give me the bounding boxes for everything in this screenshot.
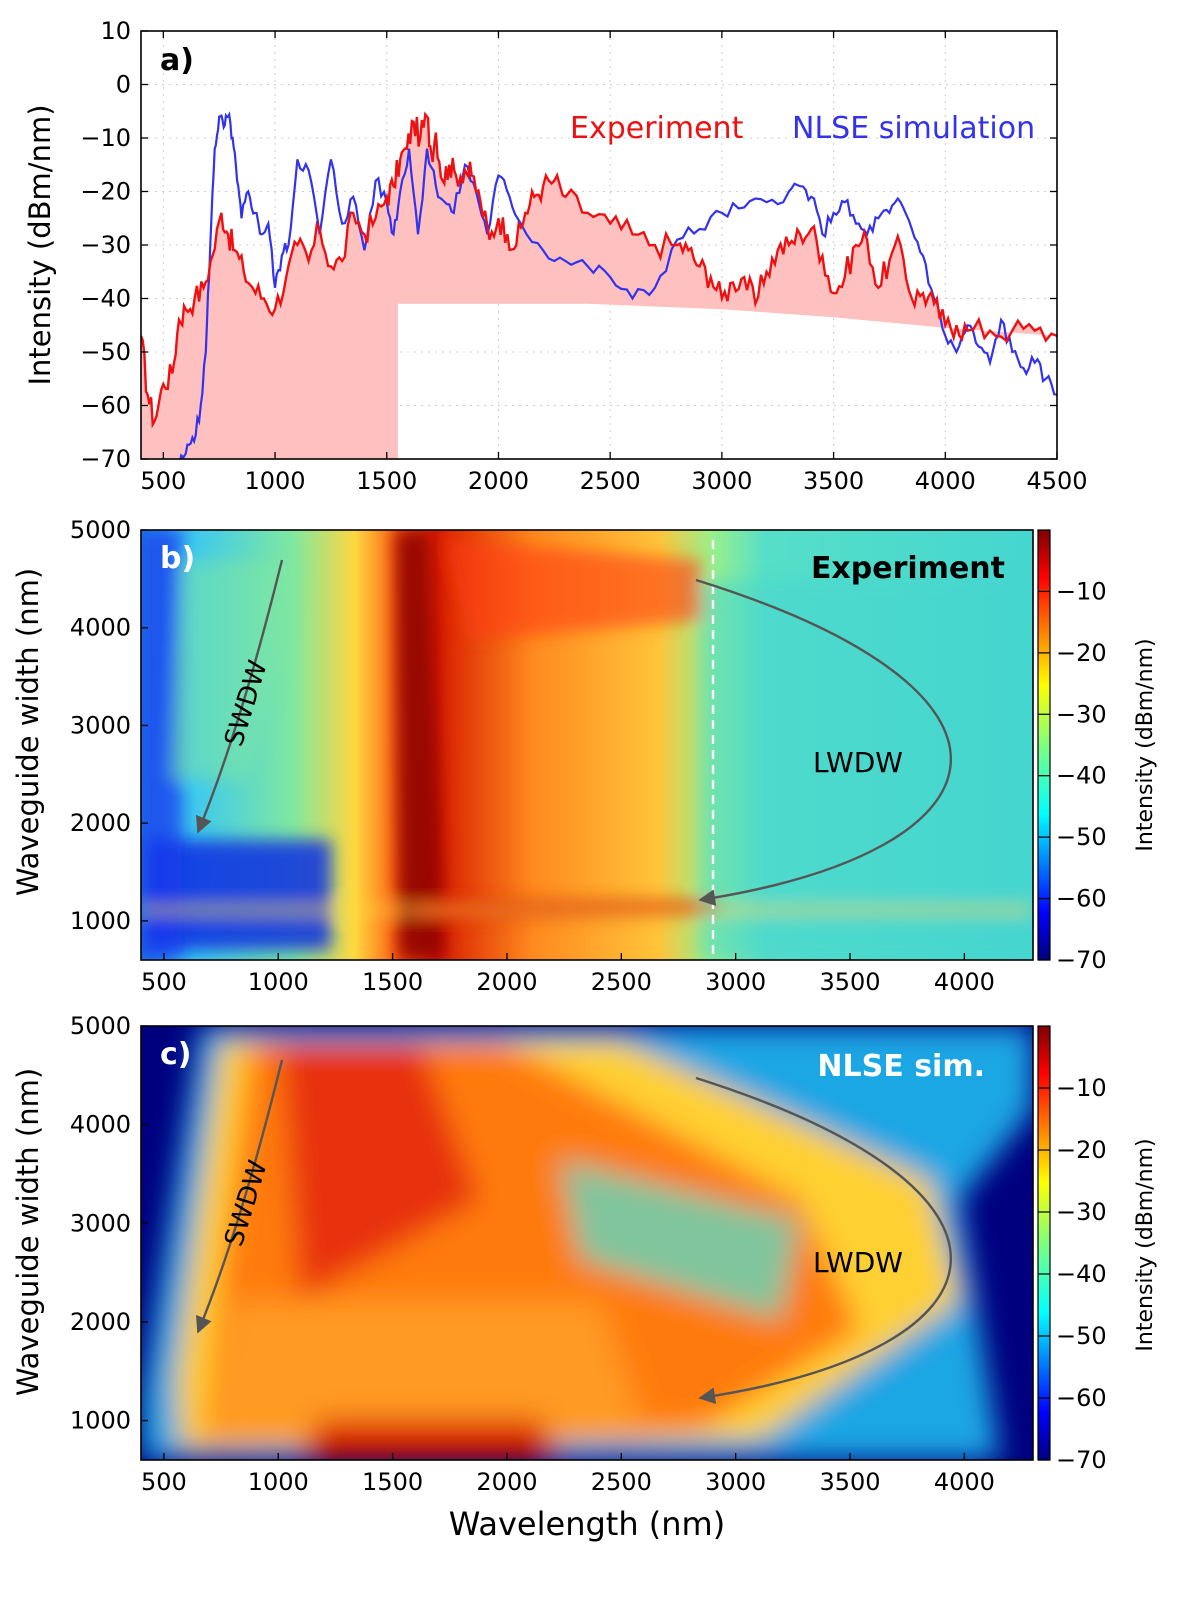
tick-label-x-3500: 3500 — [819, 968, 880, 996]
tick-label-y-2000: 2000 — [70, 809, 131, 837]
tick-label-y-4: −30 — [80, 231, 131, 259]
colorbar-c-ticks: −10 −20 −30 −40 −50 −60 −70 — [1038, 1074, 1107, 1474]
tick-label-x-3000: 3000 — [705, 968, 766, 996]
panel-a-line-chart: 500 1000 1500 2000 2500 3000 3500 4000 4500 10 0 −1… — [23, 17, 1088, 495]
colorbar-tick-label-6: −70 — [1056, 1446, 1107, 1474]
colorbar-tick-label-1: −20 — [1056, 1136, 1107, 1164]
colorbar-tick-label-4: −50 — [1056, 1322, 1107, 1350]
tick-label-y-0: 10 — [100, 17, 131, 45]
tick-label-x-2500: 2500 — [580, 467, 641, 495]
colorbar-c — [1037, 1025, 1051, 1461]
lwdw-arrow-c — [695, 1076, 952, 1405]
tick-label-y-7: −60 — [80, 392, 131, 420]
colorbar-tick-label-2: −30 — [1056, 700, 1107, 728]
legend-experiment: Experiment — [570, 111, 744, 146]
panel-c-label: c) — [160, 1037, 192, 1072]
tick-label-x-3000: 3000 — [705, 1468, 766, 1496]
annotation-b-lwdw: LWDW — [813, 746, 903, 779]
heatmap-c-features — [141, 1026, 1033, 1460]
tick-label-y-2: −10 — [80, 124, 131, 152]
colorbar-tick-label-0: −10 — [1056, 577, 1107, 605]
colorbar-b-ticks: −10 −20 −30 −40 −50 −60 −70 — [1038, 577, 1107, 974]
tick-label-x-2000: 2000 — [476, 968, 537, 996]
series-line-experiment — [141, 111, 1057, 429]
panel-b-y-axis-label: Waveguide width (nm) — [11, 568, 45, 896]
colorbar-tick-label-4: −50 — [1056, 823, 1107, 851]
tick-label-x-1500: 1500 — [362, 968, 423, 996]
tick-label-x-1000: 1000 — [248, 1468, 309, 1496]
colorbar-tick-label-0: −10 — [1056, 1074, 1107, 1102]
heatmap-b-features — [141, 530, 1033, 960]
tick-label-x-2000: 2000 — [476, 1468, 537, 1496]
tick-label-x-3000: 3000 — [691, 467, 752, 495]
x-axis-label: Wavelength (nm) — [449, 1505, 725, 1543]
tick-label-y-4000: 4000 — [70, 614, 131, 642]
colorbar-tick-label-3: −40 — [1056, 1260, 1107, 1288]
swdw-arrow-c — [195, 1059, 284, 1334]
tick-label-x-3500: 3500 — [819, 1468, 880, 1496]
annotation-c-lwdw: LWDW — [813, 1246, 903, 1279]
panel-b-label: b) — [160, 541, 195, 576]
tick-label-y-3: −20 — [80, 178, 131, 206]
panel-a-label: a) — [160, 43, 194, 78]
tick-label-y-1000: 1000 — [70, 907, 131, 935]
panel-c-y-axis-label: Waveguide width (nm) — [11, 1068, 45, 1396]
panel-a-ticks: 500 1000 1500 2000 2500 3000 3500 4000 4500 10 0 −1… — [80, 17, 1087, 495]
tick-label-x-1500: 1500 — [356, 467, 417, 495]
tick-label-x-4000: 4000 — [915, 467, 976, 495]
colorbar-c-label: Intensity (dBm/nm) — [1133, 1138, 1158, 1351]
tick-label-y-3000: 3000 — [70, 711, 131, 739]
tick-label-x-4500: 4500 — [1026, 467, 1087, 495]
tick-label-y-3000: 3000 — [70, 1209, 131, 1237]
tick-label-x-4000: 4000 — [934, 968, 995, 996]
lwdw-arrow — [695, 578, 952, 906]
tick-label-x-4000: 4000 — [934, 1468, 995, 1496]
panel-b-ticks: 500 1000 1500 2000 2500 3000 3500 4000 1000 2000 3… — [70, 516, 995, 996]
panel-b-heatmap: 500 1000 1500 2000 2500 3000 3500 4000 1000 2000 3… — [11, 516, 1158, 996]
experiment-fill-area — [141, 114, 1057, 459]
tick-label-x-3500: 3500 — [803, 467, 864, 495]
tick-label-y-4000: 4000 — [70, 1111, 131, 1139]
colorbar-b — [1037, 529, 1051, 961]
tick-label-x-1000: 1000 — [248, 968, 309, 996]
colorbar-tick-label-2: −30 — [1056, 1198, 1107, 1226]
tick-label-y-8: −70 — [80, 445, 131, 473]
colorbar-b-label: Intensity (dBm/nm) — [1133, 638, 1158, 851]
colorbar-tick-label-6: −70 — [1056, 946, 1107, 974]
panel-b-title: Experiment — [811, 551, 1005, 586]
panel-c-ticks: 500 1000 1500 2000 2500 3000 3500 4000 1000 2000 3… — [70, 1012, 995, 1496]
legend-nlse-simulation: NLSE simulation — [792, 111, 1035, 146]
tick-label-y-1000: 1000 — [70, 1407, 131, 1435]
series-line-nlse-simulation — [179, 111, 1057, 459]
panel-b-frame — [140, 529, 1034, 961]
tick-label-x-500: 500 — [141, 1468, 187, 1496]
tick-label-x-2000: 2000 — [468, 467, 529, 495]
tick-label-y-5000: 5000 — [70, 1012, 131, 1040]
tick-label-x-1500: 1500 — [362, 1468, 423, 1496]
tick-label-x-2500: 2500 — [591, 968, 652, 996]
tick-label-x-2500: 2500 — [591, 1468, 652, 1496]
tick-label-x-500: 500 — [141, 968, 187, 996]
tick-label-y-5: −40 — [80, 285, 131, 313]
panel-c-heatmap: 500 1000 1500 2000 2500 3000 3500 4000 1000 2000 3… — [11, 1012, 1158, 1543]
tick-label-x-1000: 1000 — [245, 467, 306, 495]
swdw-arrow — [195, 559, 284, 834]
colorbar-tick-label-5: −60 — [1056, 885, 1107, 913]
tick-label-y-1: 0 — [116, 71, 131, 99]
colorbar-tick-label-3: −40 — [1056, 762, 1107, 790]
tick-label-y-6: −50 — [80, 338, 131, 366]
colorbar-tick-label-1: −20 — [1056, 639, 1107, 667]
panel-c-frame — [140, 1025, 1034, 1461]
panel-c-title: NLSE sim. — [817, 1049, 985, 1084]
tick-label-x-500: 500 — [140, 467, 186, 495]
tick-label-y-5000: 5000 — [70, 516, 131, 544]
panel-a-y-axis-label: Intensity (dBm/nm) — [23, 104, 57, 385]
colorbar-tick-label-5: −60 — [1056, 1384, 1107, 1412]
tick-label-y-2000: 2000 — [70, 1308, 131, 1336]
